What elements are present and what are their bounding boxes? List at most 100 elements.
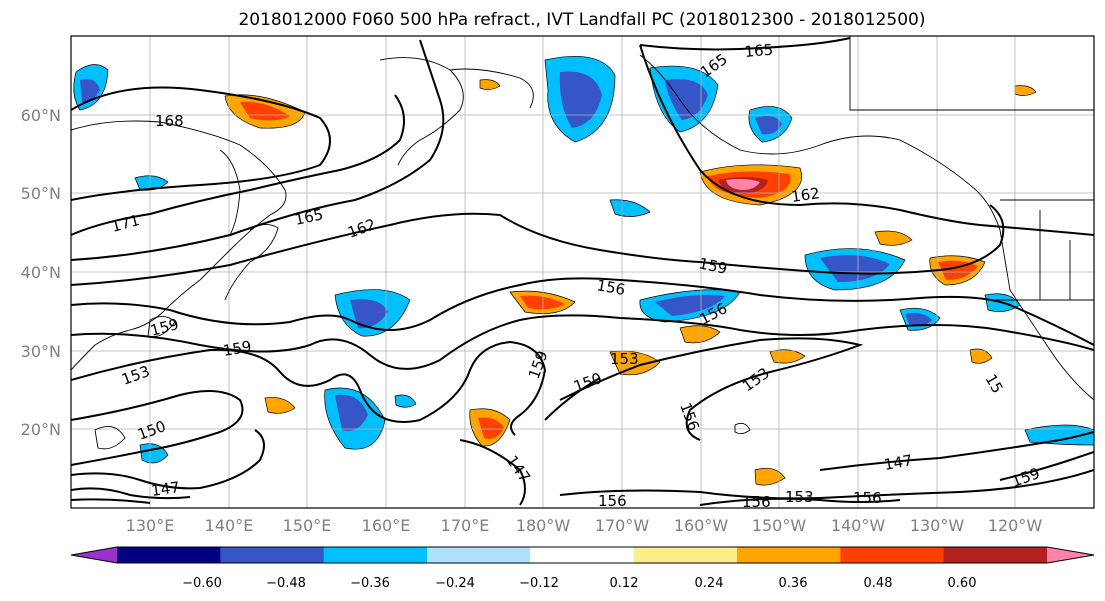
contour-159-south xyxy=(999,451,1094,481)
lon-label: 160°W xyxy=(674,516,729,535)
colorbar-segment xyxy=(323,547,428,563)
lon-label: 150°E xyxy=(283,516,332,535)
contour-153-south xyxy=(699,497,901,506)
pos-anomaly-patch xyxy=(264,397,296,414)
lat-label: 60°N xyxy=(21,106,61,125)
pos-anomaly-patch xyxy=(479,79,501,90)
lat-label: 40°N xyxy=(21,263,61,282)
pos-anomaly-patch xyxy=(754,467,786,486)
pos-anomaly-patch xyxy=(874,230,913,246)
lon-labels: 130°E 140°E 150°E 160°E 170°E 180°W 170°… xyxy=(126,516,1043,535)
colorbar-segment xyxy=(427,547,531,563)
contour-label: 165 xyxy=(293,205,325,229)
colorbar-tick-label: −0.12 xyxy=(519,576,559,591)
colorbar-segment xyxy=(737,547,841,563)
neg-anomaly-patch xyxy=(905,312,932,327)
contour-label: 165 xyxy=(744,41,774,61)
contour-147-mid xyxy=(459,439,526,506)
contour-label: 156 xyxy=(598,492,627,510)
contour-150-east xyxy=(544,377,601,421)
contour-165-east xyxy=(639,44,1094,236)
colorbar-segment xyxy=(633,547,738,563)
neg-anomaly-patch xyxy=(559,71,602,128)
colorbar-segment xyxy=(840,547,945,563)
contour-label: 156 xyxy=(853,489,882,507)
pos-anomaly-patch xyxy=(478,417,504,439)
neg-anomaly-patch xyxy=(609,199,651,217)
lon-label: 140°E xyxy=(205,516,254,535)
neg-anomaly-patch xyxy=(80,79,100,103)
contour-147 xyxy=(71,429,265,490)
contour-171 xyxy=(71,94,405,236)
contour-150 xyxy=(71,390,244,466)
colorbar-tick-label: 0.48 xyxy=(864,576,893,591)
contour-label: 168 xyxy=(155,112,184,130)
colorbar-tick-label: 0.60 xyxy=(948,576,977,591)
neg-anomaly-patch xyxy=(394,394,417,408)
colorbar-tick-label: 0.24 xyxy=(695,576,724,591)
lon-label: 140°W xyxy=(831,516,886,535)
colorbar-segment xyxy=(943,547,1048,563)
contour-label: 159 xyxy=(697,254,729,278)
neg-anomaly-patch xyxy=(655,294,725,316)
contour-cluster xyxy=(71,487,191,504)
height-contours xyxy=(71,37,1094,506)
colorbar-tick-label: −0.48 xyxy=(266,576,306,591)
contour-153 xyxy=(71,340,547,436)
neg-anomaly-patch xyxy=(665,79,708,120)
pos-anomaly-patch xyxy=(679,325,721,344)
pos-anomaly-patch xyxy=(726,178,760,190)
neg-anomaly-patch xyxy=(755,116,782,135)
lat-label: 30°N xyxy=(21,342,61,361)
map-title: 2018012000 F060 500 hPa refract., IVT La… xyxy=(238,10,925,30)
contour-label: 147 xyxy=(150,478,181,500)
contour-label: 153 xyxy=(785,488,814,506)
contour-label: 153 xyxy=(610,350,639,368)
contour-label: 147 xyxy=(883,451,914,474)
neg-anomaly-patch xyxy=(820,255,890,282)
contour-159 xyxy=(71,277,1094,346)
contour-147-east xyxy=(819,431,1094,471)
contour-156 xyxy=(71,314,1094,370)
colorbar-extend-max xyxy=(1047,547,1094,563)
map-frame xyxy=(70,35,1095,509)
lon-label: 170°E xyxy=(441,516,490,535)
contour-label: 156 xyxy=(595,276,626,299)
contour-label: 156 xyxy=(742,493,771,511)
colorbar-tick-label: 0.12 xyxy=(610,576,639,591)
colorbar-segment xyxy=(117,547,221,563)
lon-label: 120°W xyxy=(988,516,1043,535)
colorbar-tick-label: −0.36 xyxy=(350,576,390,591)
lat-labels: 60°N 50°N 40°N 30°N 20°N xyxy=(21,106,61,439)
colorbar-tick-label: 0.36 xyxy=(779,576,808,591)
pos-anomaly-patch xyxy=(240,101,290,121)
contour-165-north xyxy=(639,37,851,51)
colorbar-extend-min xyxy=(71,547,117,563)
map-panel: 168 171 165 162 165 165 162 159 156 156 … xyxy=(71,36,1094,511)
lat-label: 20°N xyxy=(21,420,61,439)
contour-label: 159 xyxy=(222,337,253,360)
lat-label: 50°N xyxy=(21,184,61,203)
contour-label: 162 xyxy=(790,184,821,206)
lon-label: 130°W xyxy=(910,516,965,535)
colorbar-labels: −0.60 −0.48 −0.36 −0.24 −0.12 0.12 0.24 … xyxy=(182,576,976,591)
pos-anomaly-patch xyxy=(1014,85,1037,96)
neg-anomaly-patch xyxy=(350,299,388,329)
contour-168 xyxy=(71,86,331,201)
lon-label: 150°W xyxy=(752,516,807,535)
contour-162 xyxy=(71,204,1005,286)
colorbar-tick-label: −0.60 xyxy=(182,576,222,591)
lon-label: 160°E xyxy=(362,516,411,535)
lon-label: 130°E xyxy=(126,516,175,535)
lon-label: 170°W xyxy=(595,516,650,535)
colorbar-outline xyxy=(70,546,1095,564)
neg-anomaly-patch xyxy=(335,394,368,431)
colorbar-segment xyxy=(530,547,635,563)
contour-156-south xyxy=(559,469,1094,500)
contour-153-east xyxy=(559,337,864,441)
coastlines xyxy=(71,36,1094,508)
contour-165 xyxy=(71,39,445,261)
pos-anomaly-patch xyxy=(969,348,993,364)
colorbar xyxy=(70,546,1095,564)
